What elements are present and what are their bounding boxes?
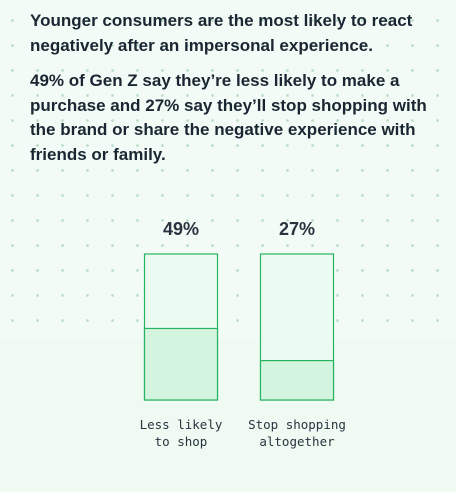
lower-background: [0, 340, 456, 492]
intro-text: Younger consumers are the most likely to…: [30, 9, 445, 167]
category-label: to shop: [155, 434, 208, 449]
headline: Younger consumers are the most likely to…: [30, 11, 413, 55]
bar-fill: [259, 359, 335, 401]
category-label: Stop shopping: [248, 417, 346, 432]
dotted-background: [0, 0, 456, 340]
bar-value-label: 49%: [163, 219, 199, 239]
bar-chart: 49% Less likely to shop 27% Stop shopping alt…: [0, 200, 456, 480]
bar-fill: [143, 327, 219, 401]
body-text: 49% of Gen Z say they’re less likely to …: [30, 71, 427, 164]
bar-chart-svg: 49% Less likely to shop 27% Stop shopping alt…: [140, 219, 346, 449]
category-label: altogether: [259, 434, 335, 449]
bar-value-label: 27%: [279, 219, 315, 239]
category-label: Less likely: [140, 417, 223, 432]
